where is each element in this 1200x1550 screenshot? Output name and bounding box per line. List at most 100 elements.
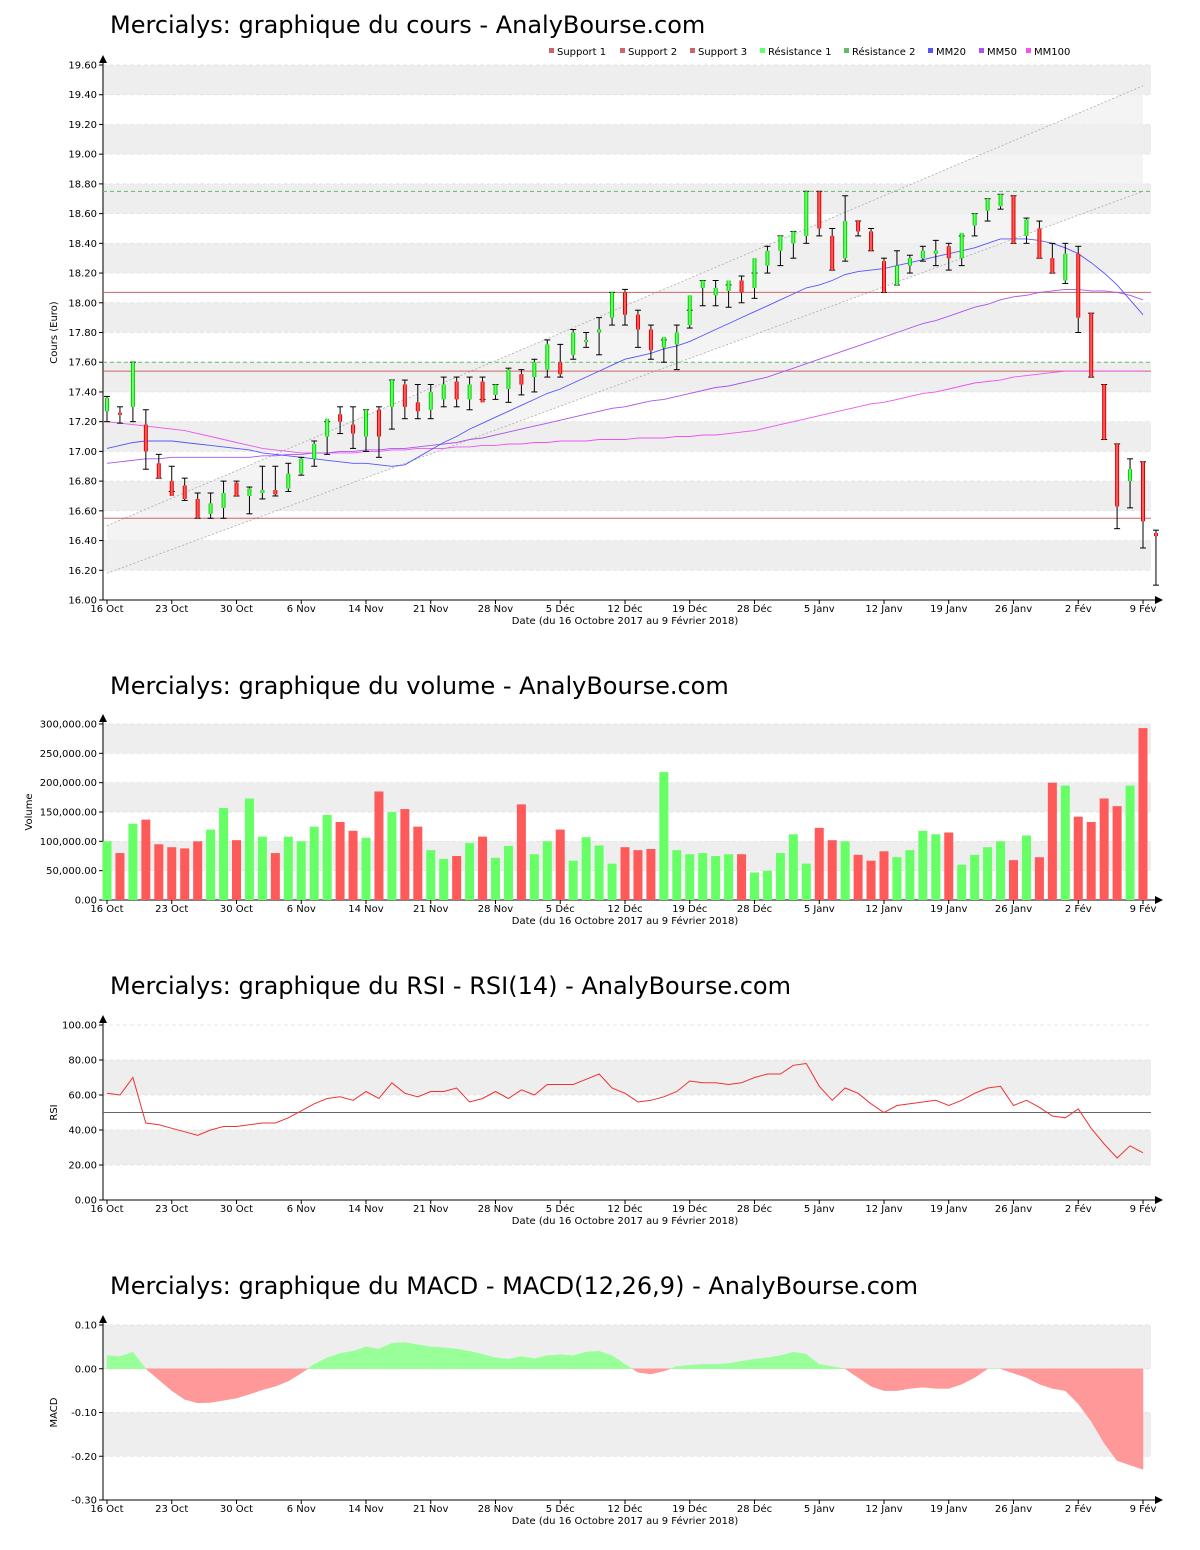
price-ytick-label: 18.00	[68, 298, 97, 309]
candle	[272, 465, 279, 497]
candle	[1062, 242, 1069, 284]
candle	[881, 257, 887, 293]
macd-area-segment	[663, 1368, 671, 1372]
volume-xtick-label: 28 Déc	[737, 903, 772, 915]
candle	[712, 279, 719, 307]
rsi-xtick-label: 28 Nov	[478, 1204, 514, 1215]
rsi-xtick-label: 12 Déc	[607, 1203, 642, 1215]
rsi-xtick-label: 19 Déc	[672, 1203, 707, 1215]
volume-bar	[232, 840, 241, 900]
rsi-xtick-label: 5 Janv	[804, 1204, 835, 1215]
candle-body-highlight	[986, 198, 989, 211]
macd-area-segment	[754, 1357, 768, 1369]
price-ytick-label: 18.60	[68, 209, 97, 220]
candle	[298, 456, 305, 476]
price-y-axis-label: Cours (Euro)	[49, 301, 60, 364]
candle-body-highlight	[183, 485, 186, 499]
candle-body-highlight	[1116, 443, 1119, 507]
candle	[104, 395, 110, 423]
volume-bar	[620, 847, 630, 900]
candle	[570, 329, 577, 360]
volume-bar	[944, 832, 954, 900]
candle	[557, 343, 564, 378]
candle	[375, 406, 382, 458]
volume-bar	[996, 841, 1006, 900]
rsi-ytick-label: 40.00	[68, 1126, 97, 1137]
macd-area-segment	[430, 1346, 444, 1369]
volume-bar	[529, 854, 539, 900]
macd-xtick-label: 19 Déc	[672, 1503, 707, 1515]
price-ytick-label: 16.80	[68, 477, 97, 488]
volume-x-axis-label: Date (du 16 Octobre 2017 au 9 Février 20…	[512, 915, 739, 927]
candle-body-highlight	[144, 424, 147, 452]
volume-bar	[1086, 821, 1096, 900]
candle-body-highlight	[624, 292, 626, 315]
candle	[583, 332, 590, 348]
macd-ytick-label: -0.10	[71, 1408, 97, 1419]
candle-body-highlight	[248, 488, 251, 496]
macd-area-segment	[106, 1355, 121, 1369]
price-xtick-label: 19 Janv	[930, 604, 967, 615]
candle-body-highlight	[792, 231, 795, 244]
volume-bar	[167, 847, 177, 900]
candle	[518, 369, 525, 396]
candle-body-highlight	[740, 280, 743, 293]
candle-body-highlight	[960, 232, 963, 259]
candle-body-highlight	[1142, 461, 1144, 522]
volume-bar	[1138, 728, 1148, 900]
volume-bar	[283, 836, 293, 900]
candle-body-highlight	[481, 381, 484, 403]
volume-xtick-label: 6 Nov	[287, 904, 316, 915]
macd-area-segment	[631, 1368, 639, 1373]
candle	[363, 409, 369, 452]
volume-bar	[115, 853, 125, 900]
macd-area-segment	[870, 1368, 885, 1391]
volume-bar	[193, 841, 203, 900]
rsi-chart: Mercialys: graphique du RSI - RSI(14) - …	[49, 972, 1163, 1227]
volume-bar	[154, 844, 164, 900]
candle-body-highlight	[1103, 384, 1106, 440]
price-x-axis-label: Date (du 16 Octobre 2017 au 9 Février 20…	[512, 615, 739, 627]
legend-swatch	[549, 48, 554, 53]
legend-entry: Support 1	[557, 47, 606, 58]
volume-bar	[296, 841, 306, 900]
candle	[751, 258, 758, 299]
volume-bar	[491, 857, 500, 900]
volume-bar	[452, 856, 462, 900]
candle	[505, 367, 512, 403]
volume-bar	[646, 848, 656, 900]
candle-body-highlight	[1064, 253, 1067, 281]
rsi-xtick-label: 9 Fév	[1130, 1203, 1157, 1215]
macd-xtick-label: 14 Nov	[348, 1504, 384, 1515]
volume-bar	[672, 850, 682, 900]
candle	[893, 250, 900, 286]
macd-area-segment	[974, 1368, 989, 1378]
mm50-line	[106, 288, 1144, 464]
candle	[738, 275, 745, 304]
volume-bar	[737, 854, 747, 900]
candle	[997, 193, 1004, 210]
rsi-y-axis-label: RSI	[49, 1104, 60, 1120]
macd-area-segment	[495, 1357, 509, 1369]
volume-bar	[206, 829, 216, 900]
price-xtick-label: 5 Janv	[804, 604, 835, 615]
candle-body-highlight	[934, 250, 937, 254]
volume-bar	[931, 834, 941, 900]
price-ytick-label: 17.60	[68, 358, 97, 369]
candle	[725, 280, 732, 308]
macd-area-segment	[521, 1356, 535, 1369]
legend-swatch	[979, 48, 984, 53]
price-chart: Mercialys: graphique du cours - AnalyBou…	[49, 11, 1163, 627]
candle	[479, 376, 486, 403]
volume-bar	[762, 870, 772, 900]
candle	[466, 376, 473, 411]
candle-body-highlight	[753, 258, 756, 288]
macd-area-segment	[560, 1354, 574, 1369]
candle-body-highlight	[559, 362, 562, 375]
macd-area-segment	[883, 1368, 898, 1391]
macd-ytick-label: -0.30	[71, 1496, 97, 1507]
rsi-xtick-label: 21 Nov	[413, 1204, 449, 1215]
price-ytick-label: 17.00	[68, 447, 97, 458]
volume-bar	[607, 863, 617, 900]
volume-bar	[659, 772, 669, 900]
